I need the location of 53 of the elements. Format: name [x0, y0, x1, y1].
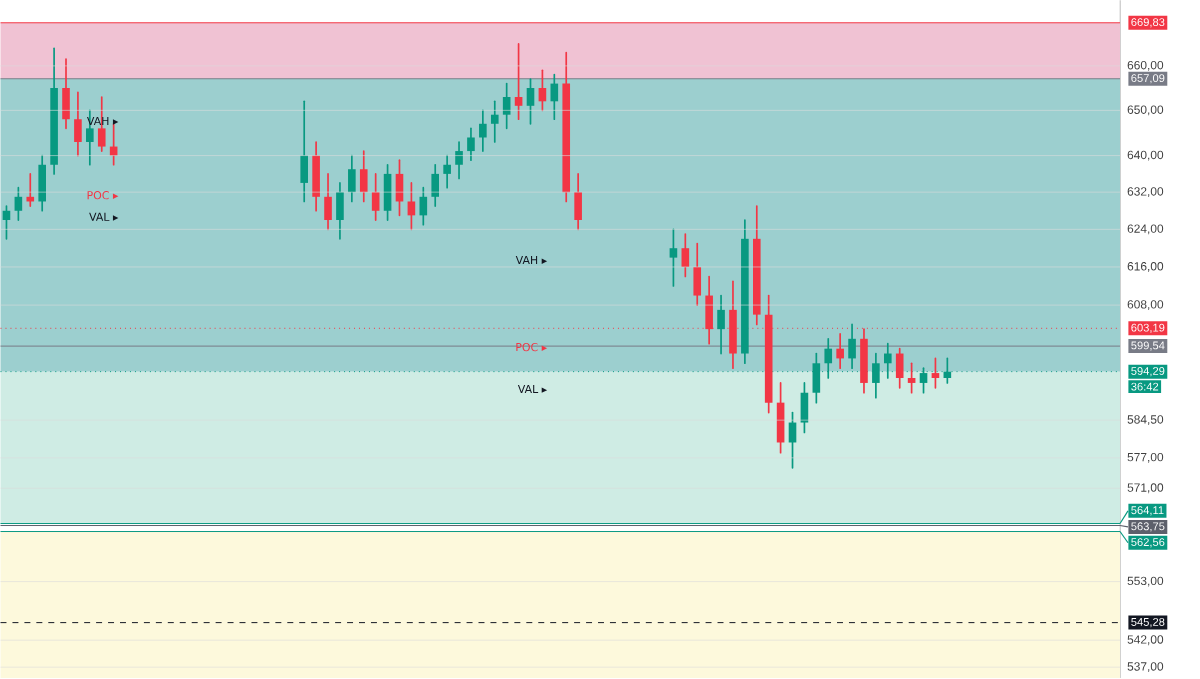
y-tick-label: 650,00 [1127, 105, 1164, 116]
candlestick [443, 154, 451, 189]
candlestick [514, 43, 523, 121]
candlestick [359, 150, 368, 203]
candlestick [407, 182, 416, 231]
candlestick [324, 173, 332, 231]
candlestick [538, 69, 547, 112]
candlestick [848, 323, 856, 370]
y-tick-label: 660,00 [1127, 60, 1164, 71]
y-tick-label: 542,00 [1127, 635, 1164, 646]
candlestick [526, 78, 535, 125]
ref-line-label: 563,75 [1131, 522, 1165, 532]
ref-line-label: 669,83 [1131, 18, 1165, 28]
candlestick [479, 109, 487, 152]
candlestick [490, 100, 499, 143]
annotation: VAL ▸ [89, 212, 119, 221]
y-tick-label: 616,00 [1127, 262, 1164, 272]
y-tick-label: 577,00 [1127, 452, 1164, 463]
annotation: VAL ▸ [517, 385, 548, 394]
candlestick [836, 333, 844, 370]
y-tick-label: 640,00 [1127, 150, 1164, 161]
ref-line-label: 594,29 [1131, 367, 1165, 377]
candlestick [824, 337, 833, 379]
y-tick-label: 553,00 [1127, 576, 1164, 587]
candlestick [431, 163, 440, 207]
candlestick [348, 154, 356, 203]
y-tick-label: 537,00 [1127, 662, 1164, 673]
text: 36:42 [1131, 382, 1159, 391]
ref-line-label: 599,54 [1131, 341, 1165, 351]
candlestick [669, 228, 678, 287]
candlestick [717, 294, 725, 355]
legend-label: 564,11 [1131, 506, 1164, 516]
candlestick [907, 362, 916, 394]
annotation: VAH ▸ [515, 256, 548, 265]
candlestick [467, 127, 475, 161]
candlestick [931, 357, 940, 389]
candlestick [455, 141, 463, 180]
y-tick-label: 632,00 [1127, 187, 1164, 198]
y-tick-label: 608,00 [1127, 300, 1164, 311]
ref-line-label: 657,09 [1131, 74, 1165, 84]
candlestick [74, 91, 82, 157]
candlestick [14, 186, 23, 221]
ref-line-label: 545,28 [1131, 618, 1165, 628]
candlestick [883, 342, 892, 379]
candlestick [872, 352, 880, 399]
annotation: POC ▸ [516, 342, 548, 352]
y-tick-label: 571,00 [1127, 483, 1164, 494]
y-tick-label: 584,50 [1127, 415, 1164, 426]
annotation: POC ▸ [87, 191, 119, 200]
y-tick-label: 624,00 [1127, 224, 1164, 235]
candlestick [419, 186, 428, 226]
legend-label: 562,56 [1131, 538, 1165, 548]
ref-line-label: 603,19 [1131, 323, 1165, 333]
